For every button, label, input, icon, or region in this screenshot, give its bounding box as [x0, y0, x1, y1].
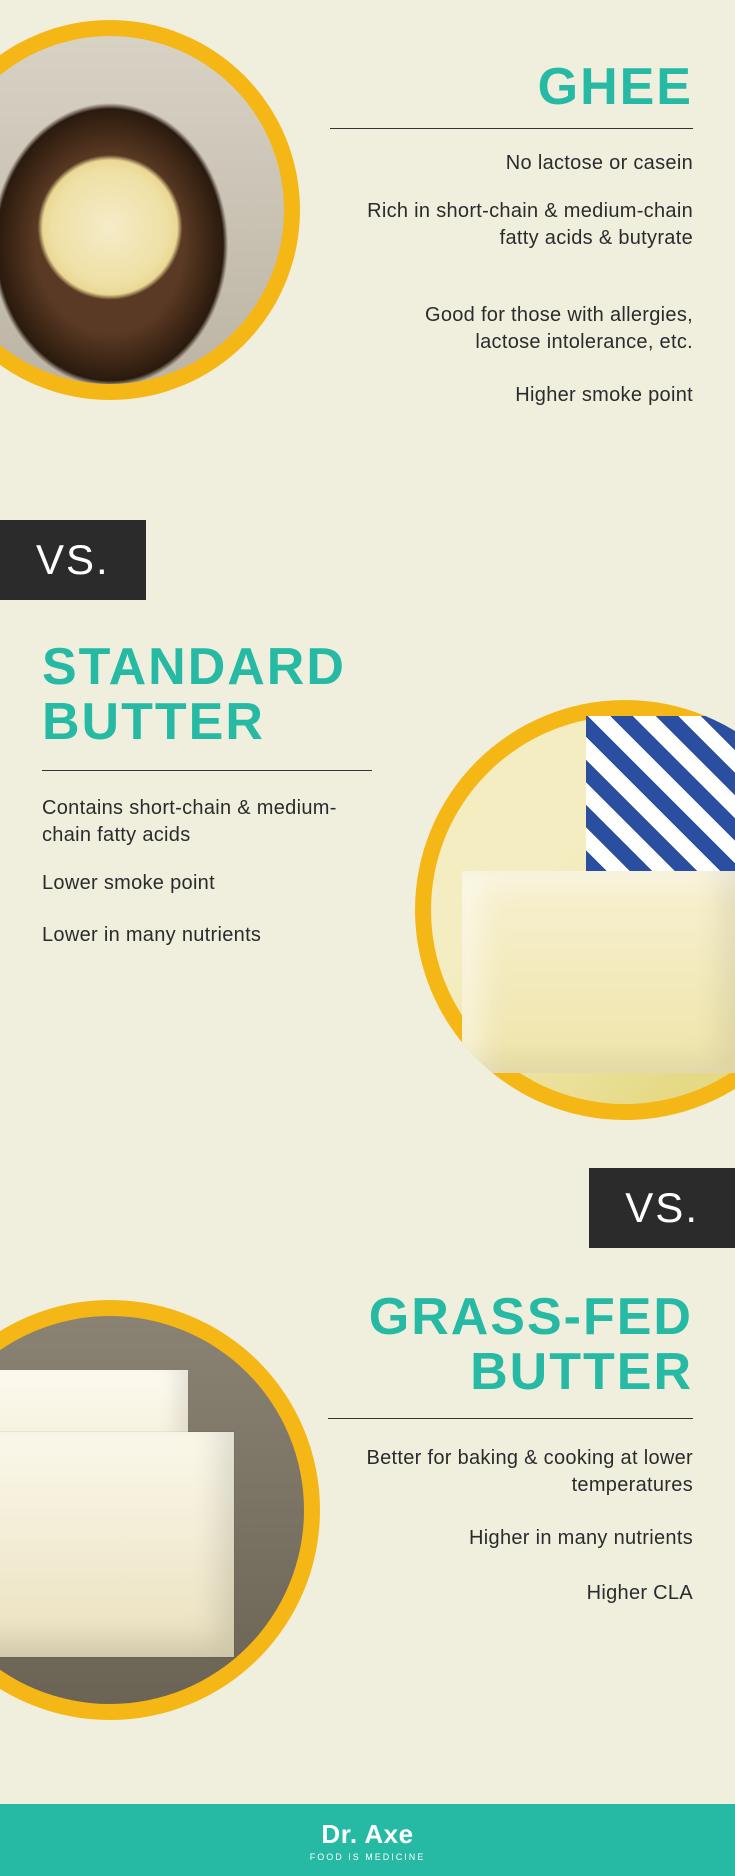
- grassfed-image: [0, 1316, 304, 1704]
- ghee-image-ring: [0, 20, 300, 400]
- vs-badge-1: VS.: [0, 520, 146, 600]
- footer-tagline: FOOD IS MEDICINE: [310, 1852, 426, 1862]
- vs-badge-2: VS.: [589, 1168, 735, 1248]
- ghee-point-4: Higher smoke point: [363, 382, 693, 409]
- standard-point-1: Contains short-chain & medium-chain fatt…: [42, 795, 362, 849]
- footer: Dr. Axe FOOD IS MEDICINE: [0, 1804, 735, 1876]
- standard-divider: [42, 770, 372, 771]
- ghee-title: GHEE: [538, 60, 693, 115]
- grassfed-point-2: Higher in many nutrients: [353, 1525, 693, 1552]
- footer-brand: Dr. Axe: [321, 1819, 413, 1850]
- grassfed-title: GRASS-FED BUTTER: [293, 1290, 693, 1399]
- ghee-point-2: Rich in short-chain & medium-chain fatty…: [363, 198, 693, 252]
- ghee-image: [0, 36, 284, 384]
- ghee-divider: [330, 128, 693, 129]
- standard-image-ring: [415, 700, 735, 1120]
- standard-point-3: Lower in many nutrients: [42, 922, 362, 949]
- ghee-point-3: Good for those with allergies, lactose i…: [363, 302, 693, 356]
- grassfed-point-3: Higher CLA: [353, 1580, 693, 1607]
- standard-point-2: Lower smoke point: [42, 870, 362, 897]
- standard-image: [431, 716, 735, 1104]
- ghee-point-1: No lactose or casein: [363, 150, 693, 177]
- infographic-container: GHEE No lactose or casein Rich in short-…: [0, 0, 735, 1876]
- standard-title: STANDARD BUTTER: [42, 640, 382, 749]
- grassfed-point-1: Better for baking & cooking at lower tem…: [353, 1445, 693, 1499]
- grassfed-divider: [328, 1418, 693, 1419]
- grassfed-image-ring: [0, 1300, 320, 1720]
